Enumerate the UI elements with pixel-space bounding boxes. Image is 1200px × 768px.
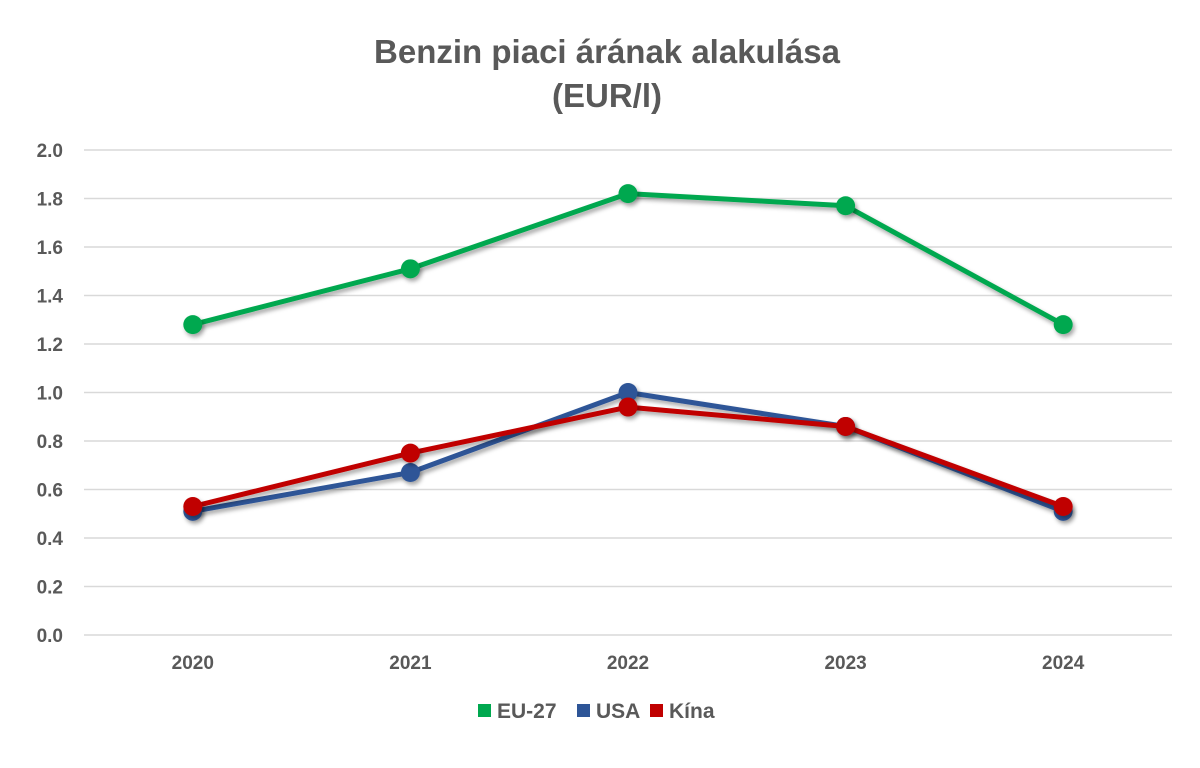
y-tick-label: 1.6 bbox=[37, 238, 63, 259]
y-tick-label: 0.4 bbox=[37, 529, 64, 550]
data-point bbox=[183, 496, 203, 516]
series-kína bbox=[183, 397, 1073, 516]
legend-swatch bbox=[478, 704, 491, 717]
data-point bbox=[1053, 496, 1073, 516]
legend: EU-27 USA Kína bbox=[478, 700, 715, 723]
x-tick-label: 2024 bbox=[1042, 653, 1085, 674]
series-group bbox=[183, 184, 1073, 521]
series-eu-27 bbox=[183, 184, 1073, 335]
y-tick-label: 1.2 bbox=[37, 335, 63, 356]
data-point bbox=[618, 397, 638, 417]
x-tick-label: 2023 bbox=[824, 653, 866, 674]
legend-swatch bbox=[650, 704, 663, 717]
data-point bbox=[400, 259, 420, 279]
data-point bbox=[836, 196, 856, 216]
y-tick-label: 1.0 bbox=[37, 384, 63, 405]
data-point bbox=[618, 184, 638, 204]
y-tick-label: 0.2 bbox=[37, 578, 63, 599]
data-point bbox=[400, 463, 420, 483]
chart-title-line-1: Benzin piaci árának alakulása bbox=[374, 33, 841, 70]
y-tick-label: 1.8 bbox=[37, 190, 63, 211]
x-tick-label: 2020 bbox=[172, 653, 214, 674]
legend-swatch bbox=[577, 704, 590, 717]
data-point bbox=[183, 315, 203, 335]
y-tick-label: 2.0 bbox=[37, 141, 63, 162]
series-line bbox=[190, 191, 1066, 328]
data-point bbox=[1053, 315, 1073, 335]
data-point bbox=[836, 416, 856, 436]
legend-label: EU-27 bbox=[497, 700, 557, 723]
legend-label: Kína bbox=[669, 700, 715, 723]
y-tick-label: 1.4 bbox=[37, 287, 64, 308]
x-tick-label: 2022 bbox=[607, 653, 649, 674]
legend-label: USA bbox=[596, 700, 640, 723]
series-line bbox=[190, 404, 1066, 509]
y-axis-ticks: 0.0 0.2 0.4 0.6 0.8 1.0 1.2 1.4 1.6 1.8 2.0 bbox=[37, 141, 64, 647]
x-axis-ticks: 2020 2021 2022 2023 2024 bbox=[172, 653, 1085, 674]
y-tick-label: 0.8 bbox=[37, 432, 63, 453]
y-tick-label: 0.6 bbox=[37, 481, 63, 502]
data-point bbox=[400, 443, 420, 463]
y-tick-label: 0.0 bbox=[37, 626, 63, 647]
data-point bbox=[618, 383, 638, 402]
x-tick-label: 2021 bbox=[389, 653, 432, 674]
chart-title-line-2: (EUR/l) bbox=[552, 77, 662, 114]
